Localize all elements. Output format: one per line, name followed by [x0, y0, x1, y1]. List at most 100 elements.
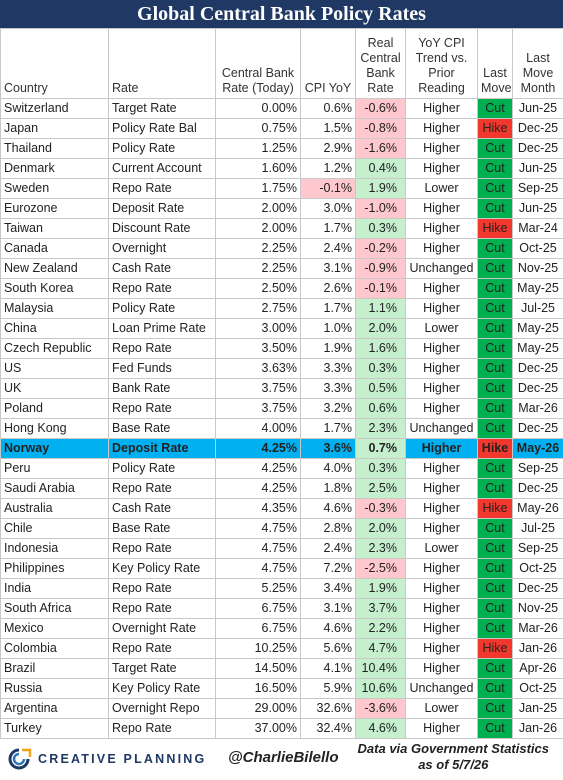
table-cell: Discount Rate	[108, 218, 216, 239]
table-row: Turkey Repo Rate 37.00% 32.4% 4.6% Higher Cut J…	[0, 718, 563, 739]
column-header: Country	[0, 28, 109, 99]
table-cell: Repo Rate	[108, 598, 216, 619]
table-cell: Cut	[477, 658, 513, 679]
table-cell: Cut	[477, 298, 513, 319]
table-cell: 0.3%	[355, 218, 406, 239]
table-cell: 1.9%	[300, 338, 356, 359]
table-cell: Cut	[477, 538, 513, 559]
table-cell: 2.00%	[215, 198, 301, 219]
table-cell: 3.1%	[300, 598, 356, 619]
table-cell: -0.2%	[355, 238, 406, 259]
table-row: Colombia Repo Rate 10.25% 5.6% 4.7% Higher Hik…	[0, 638, 563, 659]
table-cell: -0.6%	[355, 98, 406, 119]
table-row: Indonesia Repo Rate 4.75% 2.4% 2.3% Lower Cut S…	[0, 538, 563, 559]
table-cell: Philippines	[0, 558, 109, 579]
table-cell: 4.35%	[215, 498, 301, 519]
table-cell: 3.0%	[300, 198, 356, 219]
table-cell: 2.5%	[355, 478, 406, 499]
table-cell: Overnight	[108, 238, 216, 259]
table-cell: Repo Rate	[108, 478, 216, 499]
table-cell: Cut	[477, 338, 513, 359]
table-cell: Cash Rate	[108, 498, 216, 519]
table-cell: 32.6%	[300, 698, 356, 719]
table-cell: Oct-25	[512, 238, 563, 259]
table-cell: Cut	[477, 98, 513, 119]
table-cell: 1.8%	[300, 478, 356, 499]
table-cell: 3.75%	[215, 378, 301, 399]
table-cell: Higher	[405, 238, 478, 259]
table-row: Japan Policy Rate Bal 0.75% 1.5% -0.8% Higher…	[0, 118, 563, 139]
table-cell: Higher	[405, 478, 478, 499]
table-cell: 1.5%	[300, 118, 356, 139]
table-cell: Key Policy Rate	[108, 678, 216, 699]
table-cell: Policy Rate Bal	[108, 118, 216, 139]
table-cell: 6.75%	[215, 618, 301, 639]
table-cell: Repo Rate	[108, 578, 216, 599]
table-cell: 0.4%	[355, 158, 406, 179]
footer: CREATIVE PLANNING @CharlieBilello Data v…	[0, 738, 563, 780]
table-cell: Higher	[405, 358, 478, 379]
table-cell: Oct-25	[512, 678, 563, 699]
table-cell: 10.4%	[355, 658, 406, 679]
table-cell: Jan-26	[512, 638, 563, 659]
table-cell: 10.25%	[215, 638, 301, 659]
column-header: CPI YoY	[300, 28, 356, 99]
table-cell: Lower	[405, 538, 478, 559]
table-cell: Cut	[477, 518, 513, 539]
table-cell: Cut	[477, 558, 513, 579]
table-cell: 4.75%	[215, 558, 301, 579]
table-cell: 4.25%	[215, 478, 301, 499]
table-cell: 5.6%	[300, 638, 356, 659]
table-cell: 5.25%	[215, 578, 301, 599]
header-row: Country Rate Central Bank Rate (Today) CPI …	[0, 28, 563, 99]
table-cell: Turkey	[0, 718, 109, 739]
logo: CREATIVE PLANNING	[6, 748, 206, 770]
table-cell: 1.6%	[355, 338, 406, 359]
table-cell: Jul-25	[512, 298, 563, 319]
table-row: South Africa Repo Rate 6.75% 3.1% 3.7% Higher…	[0, 598, 563, 619]
table-row: Denmark Current Account 1.60% 1.2% 0.4% Highe…	[0, 158, 563, 179]
table-cell: Cut	[477, 598, 513, 619]
table-cell: Key Policy Rate	[108, 558, 216, 579]
table-cell: Higher	[405, 98, 478, 119]
table-cell: Cut	[477, 358, 513, 379]
table-cell: Higher	[405, 378, 478, 399]
table-cell: 16.50%	[215, 678, 301, 699]
table-cell: Dec-25	[512, 118, 563, 139]
table-cell: Japan	[0, 118, 109, 139]
logo-icon	[8, 748, 32, 770]
table-cell: 2.25%	[215, 258, 301, 279]
table-row: Saudi Arabia Repo Rate 4.25% 1.8% 2.5% Higher…	[0, 478, 563, 499]
table-cell: -0.1%	[300, 178, 356, 199]
table-cell: Repo Rate	[108, 278, 216, 299]
source-line: as of 5/7/26	[418, 757, 489, 772]
table-cell: 0.75%	[215, 118, 301, 139]
table-cell: May-26	[512, 438, 563, 459]
highlighted-row: Norway Deposit Rate 4.25% 3.6% 0.7% Higher Hik…	[0, 438, 563, 459]
table-cell: 4.00%	[215, 418, 301, 439]
table-cell: 2.8%	[300, 518, 356, 539]
table-cell: 2.75%	[215, 298, 301, 319]
table-cell: Policy Rate	[108, 458, 216, 479]
table-row: Hong Kong Base Rate 4.00% 1.7% 2.3% Unchanged…	[0, 418, 563, 439]
table-cell: -3.6%	[355, 698, 406, 719]
table-cell: 3.3%	[300, 378, 356, 399]
table-cell: Thailand	[0, 138, 109, 159]
table-cell: Poland	[0, 398, 109, 419]
table-cell: 3.7%	[355, 598, 406, 619]
table-cell: Higher	[405, 118, 478, 139]
table-cell: 1.7%	[300, 218, 356, 239]
table-cell: Hike	[477, 498, 513, 519]
table-cell: Higher	[405, 638, 478, 659]
table-cell: 2.3%	[355, 418, 406, 439]
table-cell: Taiwan	[0, 218, 109, 239]
table-cell: Mar-24	[512, 218, 563, 239]
table-cell: 1.9%	[355, 578, 406, 599]
table-cell: South Africa	[0, 598, 109, 619]
table-cell: UK	[0, 378, 109, 399]
table-cell: 3.3%	[300, 358, 356, 379]
table-cell: Target Rate	[108, 98, 216, 119]
table-cell: Deposit Rate	[108, 198, 216, 219]
table-cell: Dec-25	[512, 478, 563, 499]
